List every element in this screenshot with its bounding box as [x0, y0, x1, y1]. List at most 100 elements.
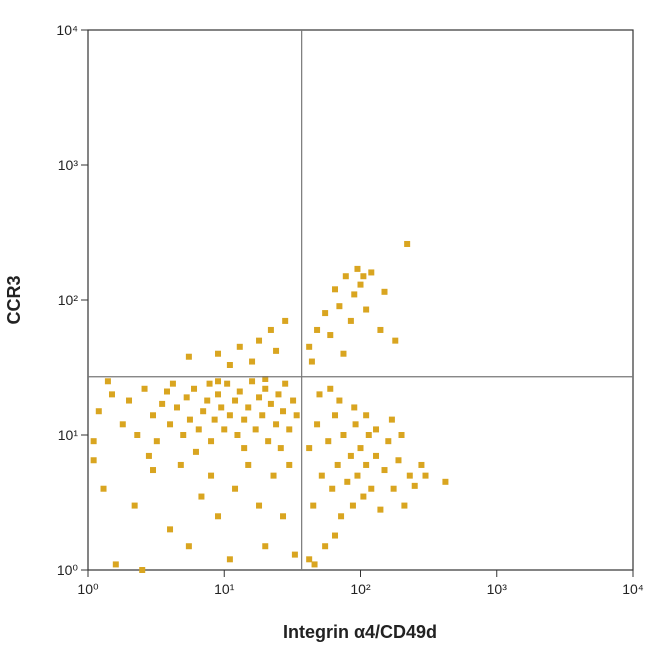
- event-dot: [286, 461, 293, 468]
- event-dot: [377, 506, 384, 513]
- event-dot: [392, 337, 399, 344]
- event-dot: [163, 388, 170, 395]
- event-dot: [131, 502, 138, 509]
- event-dot: [150, 412, 157, 419]
- event-dot: [357, 445, 364, 452]
- event-dot: [224, 380, 231, 387]
- y-tick-label: 10¹: [58, 427, 79, 443]
- event-dot: [351, 404, 358, 411]
- event-dot: [262, 543, 269, 550]
- event-dot: [282, 317, 289, 324]
- event-dot: [150, 467, 157, 474]
- event-dot: [332, 532, 339, 539]
- event-dot: [215, 513, 222, 520]
- event-dot: [262, 385, 269, 392]
- event-dot: [218, 404, 225, 411]
- event-dot: [215, 350, 222, 357]
- event-dot: [322, 543, 329, 550]
- event-dot: [381, 288, 388, 295]
- y-tick-label: 10²: [58, 292, 79, 308]
- event-dot: [342, 273, 349, 280]
- event-dot: [126, 397, 133, 404]
- event-dot: [363, 412, 370, 419]
- event-dot: [139, 567, 146, 573]
- event-dot: [377, 326, 384, 333]
- event-dot: [241, 416, 248, 423]
- event-dot: [221, 426, 228, 433]
- event-dot: [249, 358, 256, 365]
- event-dot: [183, 394, 190, 401]
- event-dot: [174, 404, 181, 411]
- x-tick-label: 10¹: [214, 581, 235, 597]
- x-tick-label: 10²: [350, 581, 371, 597]
- x-axis-label: Integrin α4/CD49d: [283, 622, 437, 642]
- event-dot: [336, 397, 343, 404]
- event-dot: [215, 378, 222, 385]
- event-dot: [306, 556, 313, 563]
- event-dot: [256, 394, 263, 401]
- event-dot: [273, 347, 280, 354]
- event-dot: [191, 385, 198, 392]
- event-dot: [310, 502, 317, 509]
- event-dot: [226, 362, 233, 369]
- event-dot: [259, 412, 266, 419]
- event-dot: [381, 467, 388, 474]
- event-dot: [195, 426, 202, 433]
- event-dot: [234, 432, 241, 438]
- event-dot: [422, 472, 429, 479]
- event-dot: [365, 432, 372, 438]
- event-dot: [249, 378, 256, 385]
- event-dot: [141, 385, 148, 392]
- event-dot: [351, 291, 358, 298]
- x-tick-label: 10³: [487, 581, 508, 597]
- event-dot: [192, 448, 199, 455]
- event-dot: [226, 556, 233, 563]
- event-dot: [177, 461, 184, 468]
- event-dot: [185, 543, 192, 550]
- event-dot: [340, 432, 347, 438]
- event-dot: [180, 432, 187, 438]
- event-dot: [167, 421, 174, 428]
- event-dot: [363, 306, 370, 313]
- event-dot: [340, 350, 347, 357]
- event-dot: [327, 385, 334, 392]
- event-dot: [332, 412, 339, 419]
- event-dot: [404, 240, 411, 247]
- event-dot: [206, 380, 213, 387]
- event-dot: [245, 461, 252, 468]
- event-dot: [418, 461, 425, 468]
- event-dot: [267, 400, 274, 407]
- event-dot: [112, 561, 119, 568]
- event-dot: [368, 485, 375, 492]
- event-dot: [308, 358, 315, 365]
- event-dot: [90, 457, 97, 464]
- x-tick-label: 10⁰: [77, 581, 99, 597]
- y-tick-label: 10³: [58, 157, 79, 173]
- event-dot: [236, 343, 243, 350]
- event-dot: [357, 281, 364, 288]
- event-dot: [104, 378, 111, 385]
- event-dot: [318, 472, 325, 479]
- event-dot: [314, 326, 321, 333]
- event-dot: [373, 452, 380, 459]
- event-dot: [282, 380, 289, 387]
- event-dot: [232, 485, 239, 492]
- event-dot: [347, 452, 354, 459]
- event-dot: [306, 445, 313, 452]
- event-dot: [90, 438, 97, 445]
- event-dot: [226, 412, 233, 419]
- event-dot: [211, 416, 218, 423]
- event-dot: [291, 551, 298, 558]
- event-dot: [344, 478, 351, 485]
- event-dot: [273, 421, 280, 428]
- plot-frame: [87, 29, 634, 571]
- event-dot: [406, 472, 413, 479]
- event-dot: [322, 310, 329, 317]
- event-dot: [252, 426, 259, 433]
- event-dot: [267, 326, 274, 333]
- event-dot: [334, 461, 341, 468]
- event-dot: [368, 269, 375, 276]
- event-dot: [347, 317, 354, 324]
- event-dot: [159, 400, 166, 407]
- event-dot: [265, 438, 272, 445]
